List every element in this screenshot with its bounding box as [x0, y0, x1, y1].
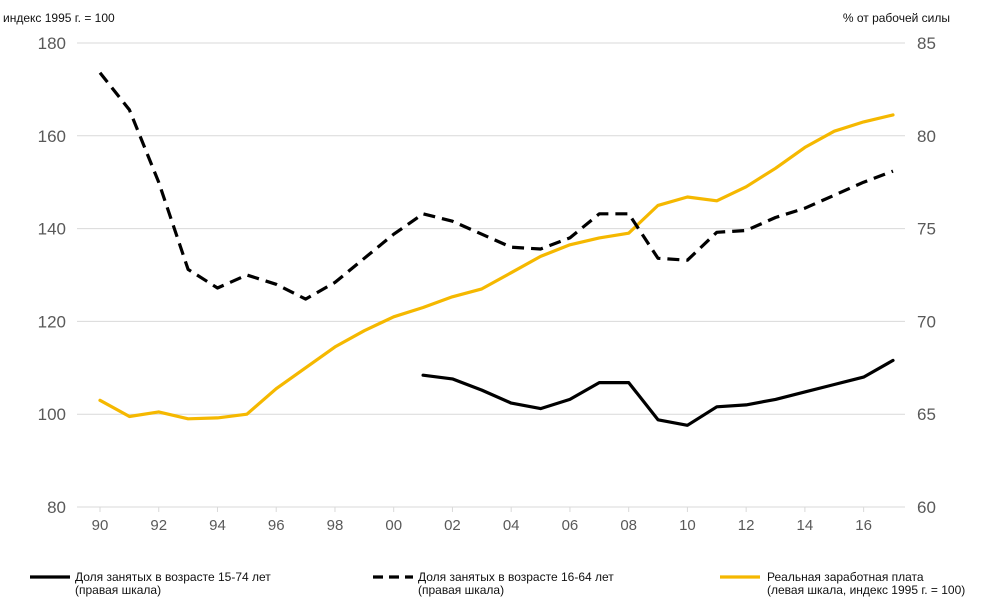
left-tick-label: 180	[38, 34, 66, 53]
left-tick-label: 100	[38, 405, 66, 424]
legend-series-note: (правая шкала)	[75, 583, 161, 597]
series-line-3	[98, 113, 895, 421]
series-line-2	[98, 71, 894, 301]
right-tick-label: 75	[917, 220, 936, 239]
x-tick-label: 04	[503, 517, 520, 534]
x-tick-label: 94	[209, 517, 226, 534]
left-tick-label: 160	[38, 127, 66, 146]
left-tick-label: 80	[47, 498, 66, 517]
plot-area	[98, 71, 895, 427]
x-tick-label: 08	[620, 517, 637, 534]
x-tick-label: 00	[385, 517, 402, 534]
x-tick-label: 92	[150, 517, 167, 534]
legend-series-name: Доля занятых в возрасте 15-74 лет	[75, 570, 271, 584]
x-tick-label: 12	[738, 517, 755, 534]
left-axis-unit-label: индекс 1995 г. = 100	[3, 11, 115, 25]
x-tick-label: 96	[268, 517, 285, 534]
gridlines	[77, 42, 905, 508]
x-tick-label: 10	[679, 517, 696, 534]
right-tick-label: 65	[917, 405, 936, 424]
right-tick-label: 80	[917, 127, 936, 146]
left-tick-label: 120	[38, 312, 66, 331]
x-tick-label: 06	[562, 517, 579, 534]
legend-series-name: Реальная заработная плата	[767, 570, 924, 584]
series-line-1	[421, 358, 895, 427]
legend-series-name: Доля занятых в возрасте 16-64 лет	[418, 570, 614, 584]
x-tick-label: 02	[444, 517, 461, 534]
legend: Доля занятых в возрасте 15-74 лет(правая…	[30, 570, 965, 597]
right-axis-ticks: 60 65 70 75 80 85	[917, 34, 936, 517]
left-axis-ticks: 80 100 120 140 160 180	[38, 34, 66, 517]
x-tick-label: 14	[797, 517, 814, 534]
legend-series-note: (правая шкала)	[418, 583, 504, 597]
legend-series-note: (левая шкала, индекс 1995 г. = 100)	[767, 583, 965, 597]
left-tick-label: 140	[38, 220, 66, 239]
right-tick-label: 85	[917, 34, 936, 53]
right-tick-label: 70	[917, 312, 936, 331]
x-axis-ticks: 90 92 94 96 98 00 02 04 06 08 10 12 14 16	[92, 507, 872, 534]
x-tick-label: 16	[855, 517, 872, 534]
right-axis-unit-label: % от рабочей силы	[843, 11, 950, 25]
right-tick-label: 60	[917, 498, 936, 517]
x-tick-label: 90	[92, 517, 109, 534]
x-tick-label: 98	[327, 517, 344, 534]
